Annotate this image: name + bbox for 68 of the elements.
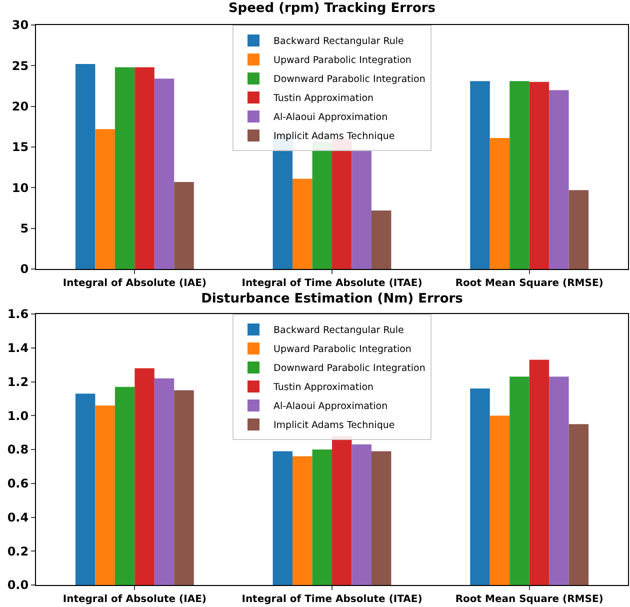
legend-label: Backward Rectangular Rule <box>274 325 404 336</box>
x-tick-label: Root Mean Square (RMSE) <box>455 278 604 289</box>
bar <box>292 178 312 269</box>
chart-title: Speed (rpm) Tracking Errors <box>228 1 436 16</box>
bar <box>292 456 312 585</box>
bar <box>154 378 174 585</box>
bar <box>549 376 569 585</box>
chart-title: Disturbance Estimation (Nm) Errors <box>201 291 464 306</box>
legend-label: Implicit Adams Technique <box>274 131 395 142</box>
y-tick-label: 15 <box>12 140 29 154</box>
y-tick-label: 1.6 <box>7 307 29 322</box>
y-tick-label: 5 <box>20 222 29 236</box>
y-tick-label: 1.0 <box>7 408 29 423</box>
legend-label: Downward Parabolic Integration <box>274 363 426 374</box>
legend-label: Backward Rectangular Rule <box>274 36 404 48</box>
bar <box>95 405 115 585</box>
y-tick-label: 10 <box>12 180 29 195</box>
legend-label: Upward Parabolic Integration <box>274 344 412 356</box>
x-tick-label: Integral of Absolute (IAE) <box>62 278 206 289</box>
y-tick-label: 0 <box>20 262 29 276</box>
bar <box>154 78 174 269</box>
y-tick-label: 20 <box>12 100 29 114</box>
bar <box>75 394 96 585</box>
bar <box>174 182 194 269</box>
legend-label: Al-Alaoui Approximation <box>274 401 388 412</box>
bar <box>490 416 510 585</box>
legend-label: Downward Parabolic Integration <box>274 74 426 86</box>
bar <box>568 190 589 269</box>
bar <box>549 90 569 269</box>
bar <box>114 67 135 269</box>
y-tick-label: 0.4 <box>7 510 29 524</box>
bar <box>95 129 115 269</box>
x-tick-label: Integral of Time Absolute (ITAE) <box>242 278 422 289</box>
legend-label: Al-Alaoui Approximation <box>274 112 388 124</box>
bar <box>134 368 154 585</box>
legend-label: Upward Parabolic Integration <box>274 55 412 66</box>
legend-label: Implicit Adams Technique <box>274 420 395 432</box>
bar <box>174 390 194 585</box>
legend-label: Tustin Approximation <box>272 382 374 394</box>
y-tick-label: 1.2 <box>7 374 29 389</box>
bar <box>510 376 530 585</box>
bar <box>470 81 490 269</box>
bar <box>352 149 372 269</box>
x-tick-label: Root Mean Square (RMSE) <box>455 594 604 605</box>
y-tick-label: 0.2 <box>7 544 29 558</box>
y-tick-label: 30 <box>12 18 29 32</box>
bar <box>371 451 392 585</box>
bar <box>352 444 372 585</box>
bar <box>114 386 135 585</box>
bar <box>134 67 154 269</box>
y-tick-label: 25 <box>12 58 29 73</box>
bar <box>75 64 96 269</box>
y-tick-label: 0.6 <box>7 476 29 491</box>
bar <box>529 82 550 269</box>
bar <box>490 138 510 269</box>
y-tick-label: 0.0 <box>7 578 29 592</box>
y-tick-label: 0.8 <box>7 442 29 457</box>
bar <box>312 450 332 585</box>
y-tick-label: 1.4 <box>7 341 29 356</box>
bar <box>470 388 490 585</box>
bar <box>510 81 530 269</box>
x-tick-label: Integral of Time Absolute (ITAE) <box>242 594 422 605</box>
bar <box>272 451 293 585</box>
bar <box>529 360 550 585</box>
legend-label: Tustin Approximation <box>272 93 374 104</box>
x-tick-label: Integral of Absolute (IAE) <box>62 594 206 605</box>
bar <box>568 424 589 585</box>
bar <box>371 210 392 269</box>
